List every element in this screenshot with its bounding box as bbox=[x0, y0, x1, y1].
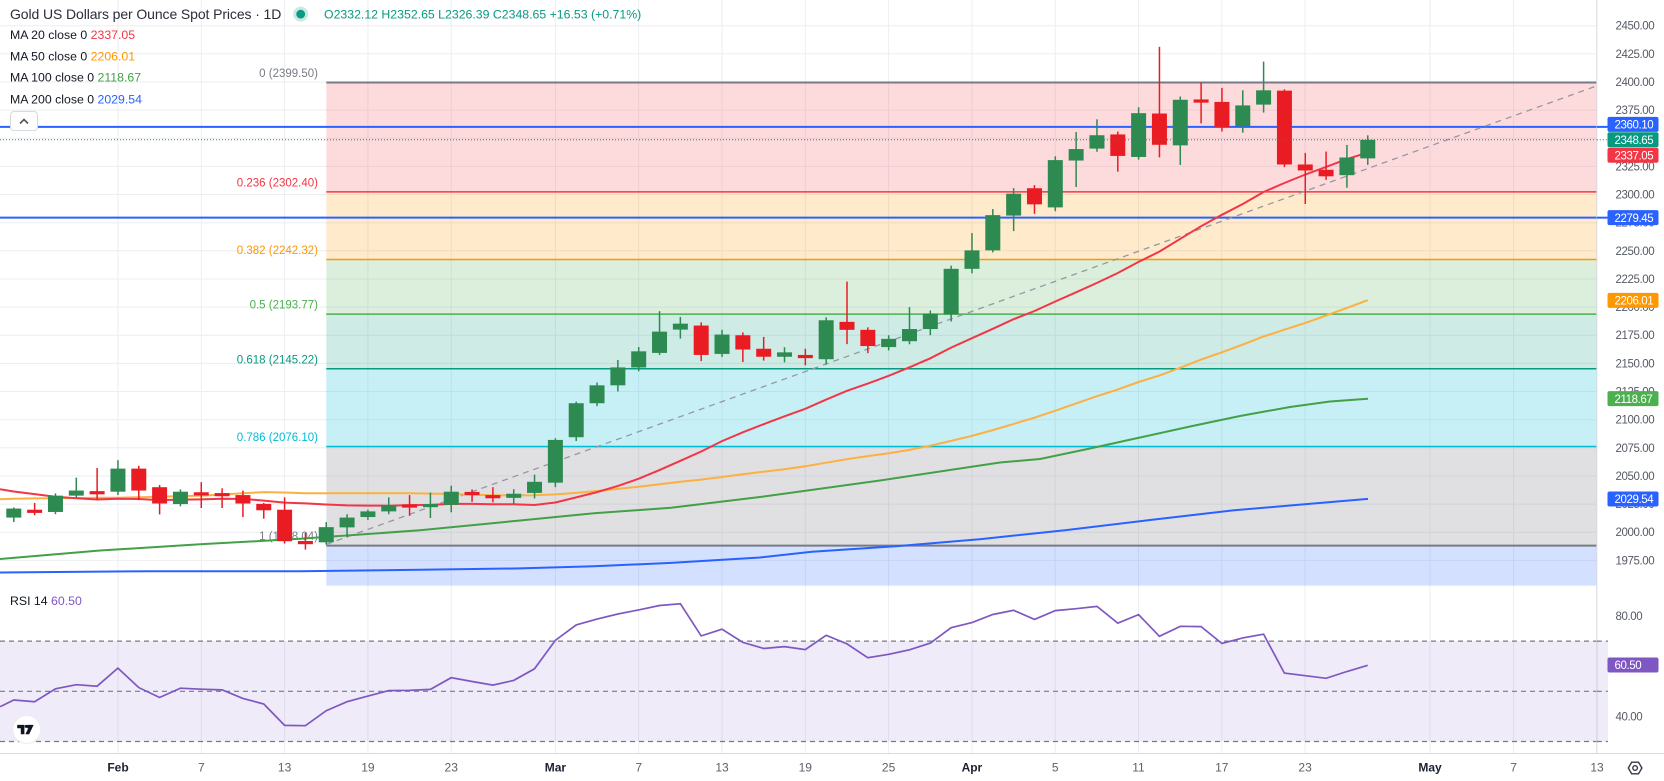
svg-text:2337.05: 2337.05 bbox=[1615, 150, 1654, 162]
svg-text:MA 100 close 0 2118.67: MA 100 close 0 2118.67 bbox=[10, 71, 141, 85]
svg-text:Gold US Dollars per Ounce Spot: Gold US Dollars per Ounce Spot Prices · … bbox=[10, 6, 281, 22]
svg-text:0.236 (2302.40): 0.236 (2302.40) bbox=[237, 177, 318, 189]
svg-text:2050.00: 2050.00 bbox=[1616, 471, 1655, 483]
svg-text:0.786 (2076.10): 0.786 (2076.10) bbox=[237, 432, 318, 444]
svg-text:Feb: Feb bbox=[107, 761, 128, 775]
svg-text:13: 13 bbox=[278, 761, 292, 775]
svg-text:2150.00: 2150.00 bbox=[1616, 358, 1655, 370]
svg-text:60.50: 60.50 bbox=[1615, 660, 1642, 672]
svg-text:0.382 (2242.32): 0.382 (2242.32) bbox=[237, 245, 318, 257]
svg-text:2206.01: 2206.01 bbox=[1615, 296, 1654, 308]
svg-text:2450.00: 2450.00 bbox=[1616, 21, 1655, 33]
svg-text:May: May bbox=[1418, 761, 1442, 775]
svg-text:Mar: Mar bbox=[545, 761, 567, 775]
svg-text:0 (2399.50): 0 (2399.50) bbox=[259, 68, 318, 80]
svg-text:1975.00: 1975.00 bbox=[1616, 555, 1655, 567]
svg-text:2029.54: 2029.54 bbox=[1615, 494, 1655, 506]
svg-text:Apr: Apr bbox=[962, 761, 983, 775]
svg-text:2348.65: 2348.65 bbox=[1615, 135, 1654, 147]
svg-text:25: 25 bbox=[882, 761, 896, 775]
svg-text:80.00: 80.00 bbox=[1616, 611, 1643, 623]
svg-text:MA 200 close 0 2029.54: MA 200 close 0 2029.54 bbox=[10, 93, 142, 107]
svg-text:2075.00: 2075.00 bbox=[1616, 443, 1655, 455]
svg-text:23: 23 bbox=[445, 761, 459, 775]
svg-text:2425.00: 2425.00 bbox=[1616, 49, 1655, 61]
svg-text:11: 11 bbox=[1132, 761, 1145, 775]
svg-text:40.00: 40.00 bbox=[1616, 711, 1643, 723]
svg-text:RSI 14 60.50: RSI 14 60.50 bbox=[10, 594, 82, 608]
svg-text:19: 19 bbox=[799, 761, 813, 775]
svg-text:17: 17 bbox=[1215, 761, 1229, 775]
svg-text:2225.00: 2225.00 bbox=[1616, 274, 1655, 286]
svg-text:23: 23 bbox=[1298, 761, 1312, 775]
svg-text:MA 50 close 0 2206.01: MA 50 close 0 2206.01 bbox=[10, 50, 135, 64]
svg-text:2118.67: 2118.67 bbox=[1615, 394, 1653, 406]
svg-text:2300.00: 2300.00 bbox=[1616, 190, 1655, 202]
svg-text:7: 7 bbox=[635, 761, 642, 775]
svg-text:0.618 (2145.22): 0.618 (2145.22) bbox=[237, 354, 318, 366]
svg-text:0.5 (2193.77): 0.5 (2193.77) bbox=[250, 300, 319, 312]
svg-text:2100.00: 2100.00 bbox=[1616, 415, 1655, 427]
svg-text:7: 7 bbox=[1510, 761, 1517, 775]
svg-text:2175.00: 2175.00 bbox=[1616, 330, 1655, 342]
svg-text:2000.00: 2000.00 bbox=[1616, 527, 1655, 539]
svg-text:13: 13 bbox=[715, 761, 729, 775]
svg-text:19: 19 bbox=[361, 761, 375, 775]
svg-text:2250.00: 2250.00 bbox=[1616, 246, 1655, 258]
svg-text:MA 20 close 0 2337.05: MA 20 close 0 2337.05 bbox=[10, 28, 135, 42]
svg-text:5: 5 bbox=[1052, 761, 1059, 775]
svg-text:2375.00: 2375.00 bbox=[1616, 105, 1655, 117]
svg-text:13: 13 bbox=[1590, 761, 1604, 775]
svg-text:2400.00: 2400.00 bbox=[1616, 77, 1655, 89]
svg-text:2279.45: 2279.45 bbox=[1615, 213, 1654, 225]
svg-text:7: 7 bbox=[198, 761, 205, 775]
svg-text:2325.00: 2325.00 bbox=[1616, 161, 1655, 173]
svg-text:2360.10: 2360.10 bbox=[1615, 120, 1654, 132]
svg-text:O2332.12 H2352.65 L2326.39 C23: O2332.12 H2352.65 L2326.39 C2348.65 +16.… bbox=[324, 8, 641, 22]
